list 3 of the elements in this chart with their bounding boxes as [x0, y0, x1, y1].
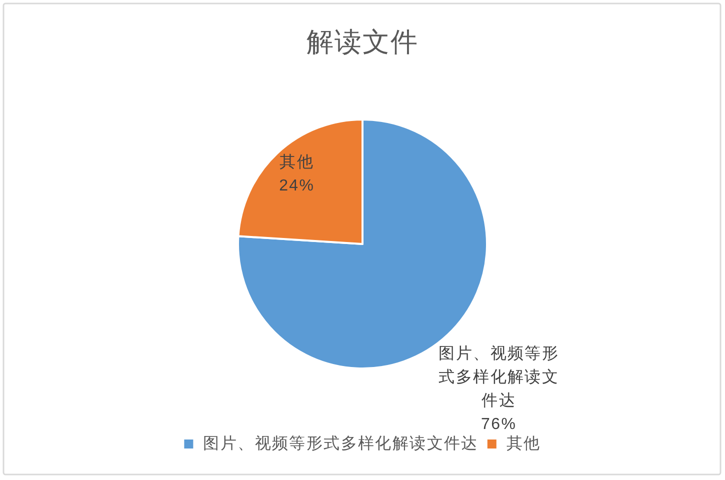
legend-label: 图片、视频等形式多样化解读文件达: [203, 434, 478, 452]
legend-label: 其他: [506, 434, 541, 452]
chart-title: 解读文件: [306, 27, 418, 57]
